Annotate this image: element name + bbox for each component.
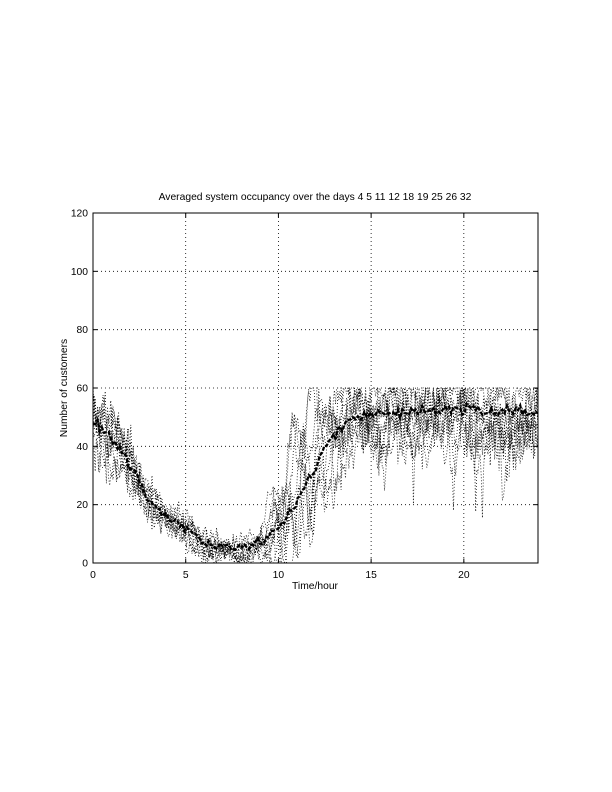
day-trace-18	[93, 387, 538, 560]
y-tick-label: 20	[77, 500, 89, 511]
day-trace-32	[93, 387, 538, 563]
y-tick-label: 0	[82, 559, 88, 570]
tick-marks-layer	[92, 212, 538, 564]
x-axis-label: Time/hour	[292, 581, 339, 592]
day-trace-26	[93, 386, 538, 563]
average-layer	[93, 401, 538, 552]
tick-labels-layer: 0 5 10 15 20 0 20 40 60 80 100 120	[71, 209, 470, 582]
y-axis-label: Number of customers	[59, 339, 70, 437]
day-traces-layer	[93, 386, 538, 563]
x-tick-label: 15	[365, 570, 377, 581]
chart-title: Averaged system occupancy over the days …	[159, 192, 472, 203]
y-tick-label: 80	[77, 325, 89, 336]
y-tick-label: 60	[77, 384, 89, 395]
day-trace-12	[93, 387, 538, 563]
x-tick-label: 20	[458, 570, 470, 581]
x-tick-label: 10	[273, 570, 285, 581]
x-tick-label: 0	[90, 570, 96, 581]
average-line	[93, 401, 538, 552]
y-tick-label: 100	[71, 267, 88, 278]
y-tick-label: 40	[77, 442, 89, 453]
day-trace-4	[93, 387, 538, 563]
x-tick-label: 5	[183, 570, 189, 581]
day-trace-11	[93, 387, 538, 563]
y-tick-label: 120	[71, 209, 88, 220]
